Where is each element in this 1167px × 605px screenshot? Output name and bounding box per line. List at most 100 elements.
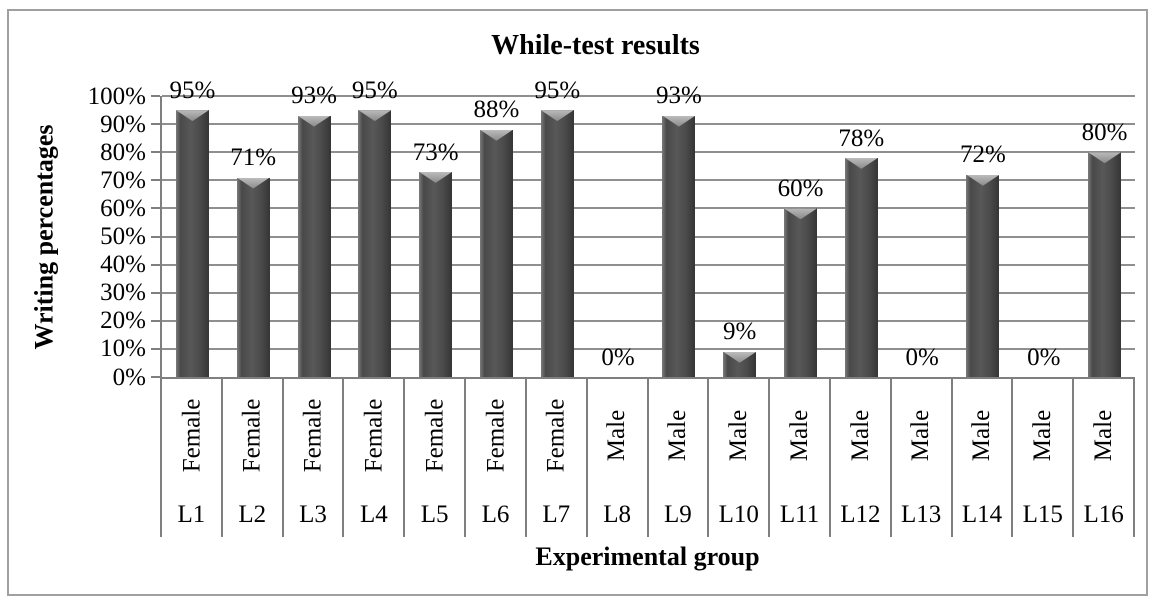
category-cell-L3: L3: [281, 491, 343, 537]
category-label-L6: L6: [481, 500, 510, 528]
value-label-L13: 0%: [905, 343, 939, 371]
group-label-L4: Female: [360, 398, 388, 472]
group-label-L3: Female: [299, 398, 327, 472]
y-tick-0: 0%: [113, 363, 160, 391]
category-cell-L12: L12: [828, 491, 890, 537]
category-label-L15: L15: [1022, 500, 1063, 528]
bar-L9: [662, 115, 696, 377]
group-label-L8: Male: [603, 409, 631, 461]
group-cell-L10: Male: [707, 379, 768, 491]
value-label-L8: 0%: [601, 343, 635, 371]
bar-L14: [966, 174, 1000, 377]
category-cell-L16: L16: [1072, 491, 1133, 537]
group-cell-L11: Male: [768, 379, 829, 491]
y-tick-label-100: 100%: [87, 82, 146, 110]
y-tick-mark-100: [151, 95, 160, 97]
bar-L6: [479, 129, 513, 377]
category-label-L16: L16: [1083, 500, 1124, 528]
bar-L12: [844, 157, 878, 377]
group-cell-L3: Female: [281, 379, 343, 491]
chart-title: While-test results: [491, 30, 700, 61]
group-label-L9: Male: [664, 409, 692, 461]
plot-area: 95% 71% 93% 95% 73% 88% 95% 0% 93% 9% 60% 78% 0% 72% 0…: [160, 77, 1135, 379]
category-label-L2: L2: [238, 500, 267, 528]
y-tick-label-70: 70%: [100, 166, 146, 194]
bar-bevel-L5: [419, 171, 453, 183]
group-cell-L5: Female: [403, 379, 464, 491]
gridline-30: [162, 291, 1135, 294]
bar-bevel-L16: [1088, 152, 1122, 164]
y-tick-mark-10: [151, 347, 160, 350]
category-label-L11: L11: [779, 500, 820, 528]
gridline-70: [162, 179, 1135, 182]
value-label-L11: 60%: [777, 175, 824, 203]
group-label-L14: Male: [968, 409, 996, 461]
gridline-60: [162, 207, 1135, 210]
bar-bevel-L11: [784, 208, 818, 220]
gridline-10: [162, 347, 1135, 350]
category-label-L13: L13: [901, 500, 942, 528]
y-tick-label-40: 40%: [100, 251, 146, 279]
y-tick-label-90: 90%: [100, 110, 146, 138]
category-cell-L6: L6: [464, 491, 525, 537]
group-cell-L14: Male: [950, 379, 1012, 491]
bar-L1: [175, 110, 209, 377]
category-label-L8: L8: [603, 500, 631, 528]
category-cell-L13: L13: [889, 491, 951, 537]
group-label-L12: Male: [846, 409, 874, 461]
value-label-L16: 80%: [1081, 118, 1128, 146]
group-label-L1: Female: [177, 398, 205, 472]
y-tick-60: 60%: [100, 194, 160, 222]
bar-bevel-L3: [297, 115, 331, 127]
category-label-L9: L9: [664, 500, 692, 528]
group-cell-L2: Female: [220, 379, 282, 491]
y-tick-label-60: 60%: [100, 194, 146, 222]
bar-L7: [540, 110, 574, 377]
y-tick-20: 20%: [100, 307, 160, 335]
y-tick-mark-80: [151, 151, 160, 154]
value-label-L15: 0%: [1027, 343, 1061, 371]
group-cell-L4: Female: [342, 379, 403, 491]
bar-bevel-L4: [358, 110, 392, 122]
value-label-L10: 9%: [723, 318, 757, 346]
y-tick-80: 80%: [100, 138, 160, 166]
bar-L11: [784, 208, 818, 377]
group-label-L10: Male: [725, 409, 753, 461]
value-label-L2: 71%: [230, 144, 277, 172]
value-label-L9: 93%: [655, 82, 702, 110]
y-tick-50: 50%: [100, 223, 160, 251]
value-label-L14: 72%: [960, 141, 1006, 169]
bar-bevel-L1: [175, 110, 209, 122]
category-label-row: L1 L2 L3 L4 L5 L6 L7 L8 L9 L10 L11 L12 L13 L14 L15 L16: [160, 491, 1135, 537]
gridline-20: [162, 319, 1135, 322]
value-label-L12: 78%: [838, 124, 885, 152]
group-cell-L12: Male: [828, 379, 890, 491]
y-tick-mark-40: [151, 263, 160, 266]
bar-bevel-L10: [723, 351, 757, 363]
x-axis-rows: Female Female Female Female Female Female Fema…: [160, 379, 1135, 537]
category-cell-L11: L11: [768, 491, 829, 537]
bar-L10: [723, 351, 757, 377]
category-cell-L14: L14: [950, 491, 1012, 537]
gridline-80: [162, 151, 1135, 154]
value-label-L6: 88%: [473, 96, 520, 124]
group-label-L6: Female: [481, 398, 509, 472]
group-cell-L6: Female: [464, 379, 525, 491]
group-cell-L7: Female: [524, 379, 586, 491]
value-label-L7: 95%: [534, 76, 581, 104]
group-cell-L15: Male: [1011, 379, 1072, 491]
bar-bevel-L7: [540, 110, 574, 122]
gridline-100: [162, 95, 1135, 97]
y-tick-30: 30%: [100, 279, 160, 307]
y-tick-10: 10%: [100, 335, 160, 363]
category-label-L7: L7: [542, 500, 571, 528]
bar-bevel-L6: [479, 129, 513, 141]
bar-bevel-L14: [966, 174, 1000, 186]
category-cell-L10: L10: [707, 491, 768, 537]
y-axis-ticks: 0% 10% 20% 30% 40% 50% 60% 70% 80% 90% 100%: [49, 84, 160, 390]
category-label-L5: L5: [420, 500, 449, 528]
chart-figure: While-test results Writing percentages 0…: [7, 9, 1148, 596]
group-label-L2: Female: [238, 398, 266, 472]
y-tick-mark-0: [151, 376, 160, 378]
y-tick-mark-50: [151, 235, 160, 238]
